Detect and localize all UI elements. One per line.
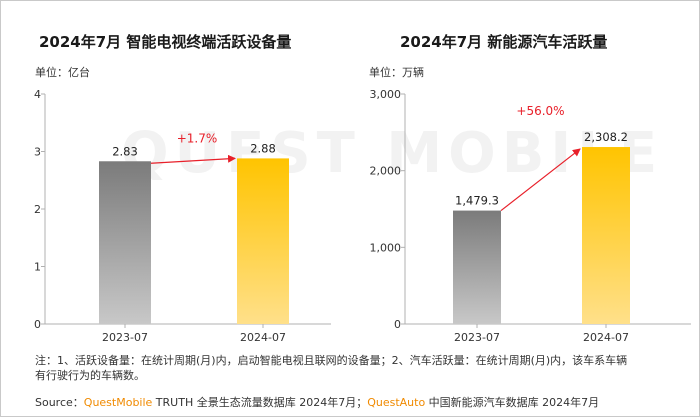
tv-growth-label: +1.7% [177, 131, 218, 145]
ev-x-tick-label: 2023-07 [454, 331, 500, 344]
ev-y-tick-label: 1,000 [370, 241, 402, 254]
ev-growth-arrow [500, 148, 581, 212]
tv-bar-2024-07 [237, 158, 289, 324]
source-brand-questmobile: QuestMobile [83, 396, 153, 409]
tv-y-tick-label: 3 [34, 146, 41, 159]
watermark-text: QUEST MOBILE [121, 121, 664, 186]
ev-bar-2024-07 [582, 147, 630, 324]
unit-label-tv: 单位：亿台 [35, 66, 90, 79]
tv-y-tick-label: 4 [34, 88, 41, 101]
tv-bar-2023-07 [99, 161, 151, 324]
ev-growth-label: +56.0% [516, 104, 564, 118]
ev-y-tick-label: 3,000 [370, 88, 402, 101]
unit-label-ev: 单位：万辆 [369, 66, 424, 79]
tv-y-tick-label: 1 [34, 261, 41, 274]
chart-title-tv: 2024年7月 智能电视终端活跃设备量 [39, 33, 292, 51]
ev-x-tick-label: 2024-07 [583, 331, 629, 344]
note-line-1: 注：1、活跃设备量：在统计周期(月)内，启动智能电视且联网的设备量；2、汽车活跃… [35, 354, 628, 367]
note-line-2: 有行驶行为的车辆数。 [35, 369, 145, 382]
source-text-1: TRUTH 全景生态流量数据库 2024年7月； [152, 396, 368, 409]
tv-y-tick-label: 0 [34, 318, 41, 331]
source-brand-questauto: QuestAuto [367, 396, 426, 409]
chart-title-ev: 2024年7月 新能源汽车活跃量 [400, 33, 608, 51]
ev-data-label: 1,479.3 [455, 194, 499, 208]
ev-y-tick-label: 0 [394, 318, 401, 331]
tv-y-tick-label: 2 [34, 203, 41, 216]
source-prefix: Source： [35, 396, 84, 409]
ev-data-label: 2,308.2 [584, 130, 628, 144]
ev-bar-2023-07 [453, 210, 501, 324]
tv-x-tick-label: 2024-07 [240, 331, 286, 344]
source-line: Source：QuestMobile TRUTH 全景生态流量数据库 2024年… [35, 394, 599, 410]
ev-y-tick-label: 2,000 [370, 165, 402, 178]
tv-data-label: 2.88 [250, 141, 276, 155]
tv-data-label: 2.83 [112, 144, 138, 158]
tv-x-tick-label: 2023-07 [102, 331, 148, 344]
source-text-2: 中国新能源汽车数据库 2024年7月 [425, 396, 600, 409]
tv-growth-arrow [150, 154, 236, 164]
